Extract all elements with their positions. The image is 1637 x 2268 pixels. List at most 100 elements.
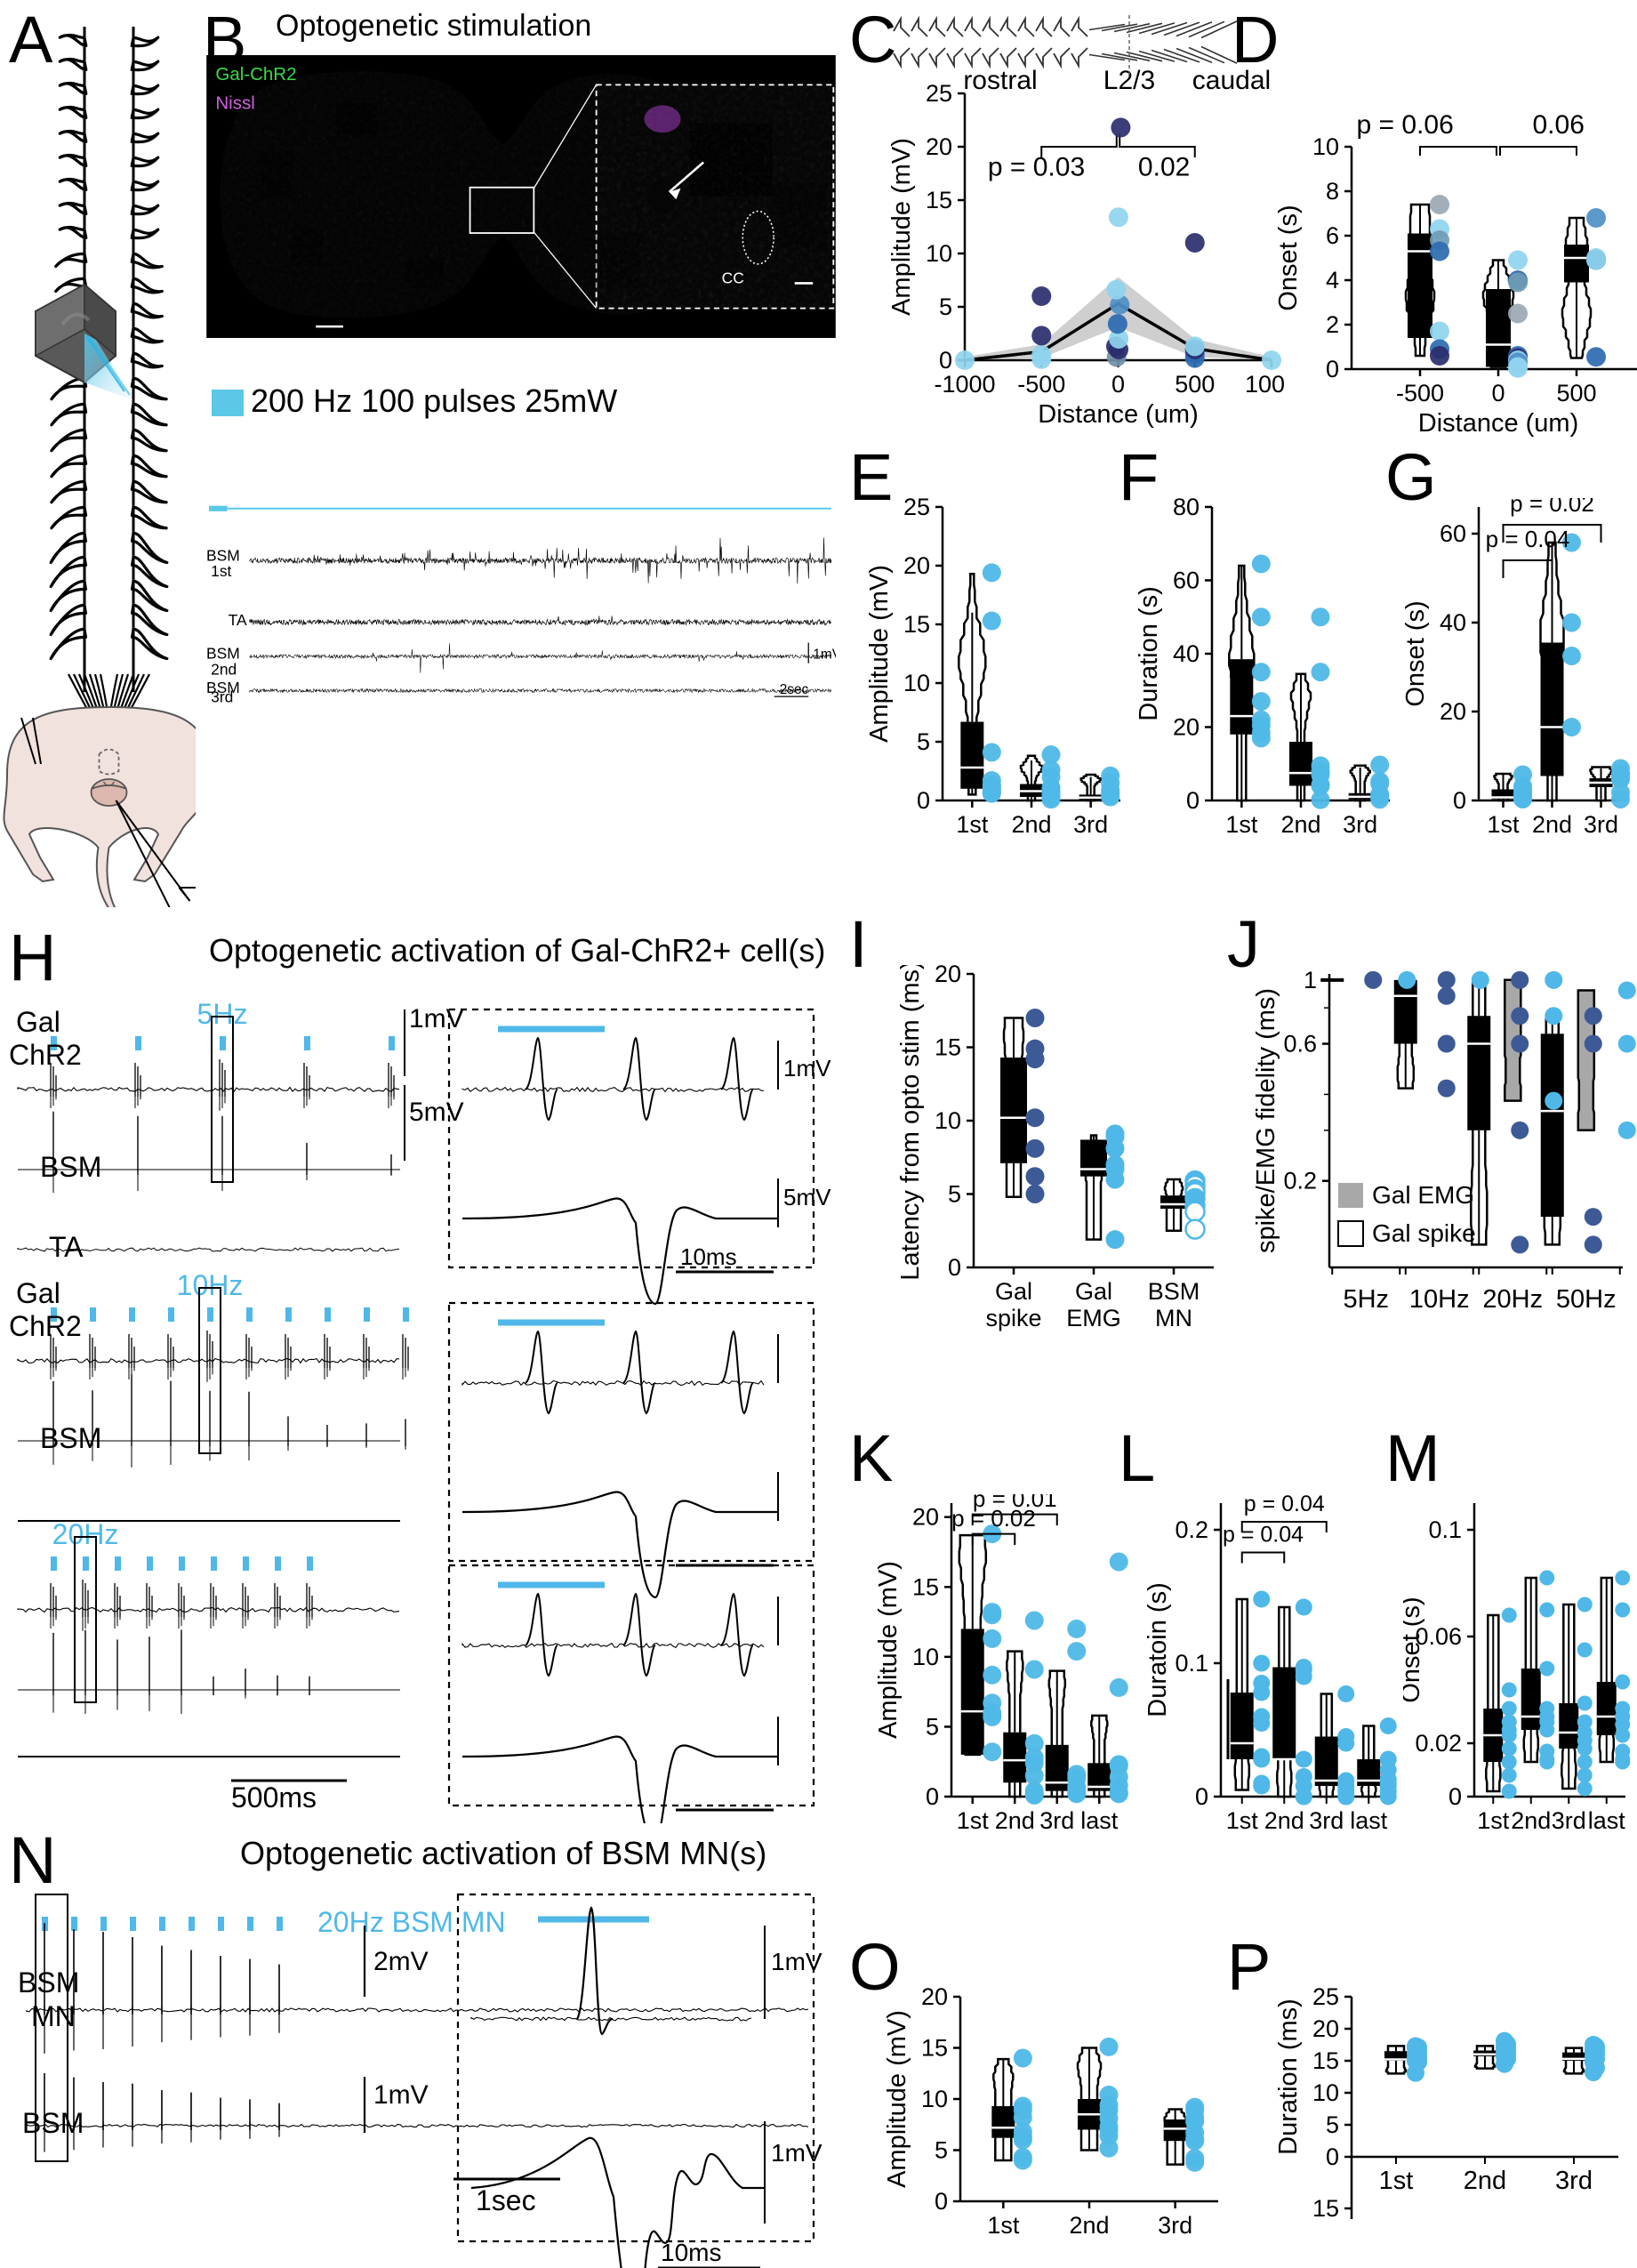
svg-text:15: 15 — [921, 2035, 948, 2062]
svg-text:Nissl: Nissl — [215, 93, 254, 114]
svg-text:-500: -500 — [1396, 380, 1444, 406]
svg-text:0.06: 0.06 — [1533, 110, 1585, 140]
svg-text:60: 60 — [1173, 567, 1200, 594]
svg-text:0: 0 — [1448, 1783, 1462, 1810]
svg-text:60: 60 — [1440, 520, 1466, 547]
svg-text:p = 0.04: p = 0.04 — [1223, 1523, 1304, 1548]
svg-text:0: 0 — [948, 1254, 961, 1281]
svg-text:10: 10 — [1312, 133, 1339, 160]
svg-text:last: last — [1350, 1807, 1388, 1834]
svg-text:MN: MN — [31, 2000, 76, 2032]
svg-text:5: 5 — [935, 2137, 948, 2164]
svg-text:p = 0.03: p = 0.03 — [988, 152, 1085, 181]
svg-text:2nd: 2nd — [1011, 811, 1051, 838]
svg-text:p = 0.02: p = 0.02 — [1510, 498, 1594, 517]
svg-text:Duratoin (s): Duratoin (s) — [1143, 1582, 1172, 1717]
svg-text:20: 20 — [912, 1504, 939, 1531]
svg-text:TA: TA — [229, 611, 247, 629]
svg-text:last: last — [1588, 1807, 1626, 1834]
svg-text:15: 15 — [903, 611, 930, 638]
svg-text:15: 15 — [1312, 2195, 1339, 2222]
svg-text:20: 20 — [926, 133, 952, 160]
svg-text:Gal: Gal — [995, 1278, 1032, 1305]
svg-text:Gal: Gal — [1075, 1278, 1112, 1305]
svg-text:10: 10 — [926, 240, 952, 267]
svg-text:2nd: 2nd — [1464, 2167, 1506, 2195]
svg-text:p = 0.04: p = 0.04 — [1244, 1494, 1325, 1516]
svg-text:1mV: 1mV — [783, 1055, 831, 1082]
svg-text:0.02: 0.02 — [1415, 1730, 1462, 1757]
svg-text:15: 15 — [926, 187, 952, 213]
svg-text:Amplitude (mV): Amplitude (mV) — [867, 565, 894, 743]
svg-text:20: 20 — [1312, 2015, 1339, 2042]
svg-text:20Hz: 20Hz — [1482, 1285, 1543, 1314]
svg-text:5mV: 5mV — [783, 1184, 831, 1210]
svg-text:10ms: 10ms — [680, 1243, 737, 1270]
svg-text:1st: 1st — [211, 562, 231, 580]
svg-text:15: 15 — [1312, 2047, 1339, 2074]
svg-text:last: last — [1080, 1807, 1119, 1834]
svg-text:25: 25 — [903, 498, 930, 520]
svg-text:Onset (s): Onset (s) — [1403, 1596, 1425, 1702]
svg-text:Onset (s): Onset (s) — [1274, 205, 1303, 310]
svg-text:20: 20 — [921, 1988, 948, 2010]
svg-text:10: 10 — [1312, 2079, 1339, 2106]
svg-text:0: 0 — [1453, 787, 1466, 814]
svg-text:1: 1 — [1304, 967, 1317, 993]
svg-text:15: 15 — [935, 1034, 961, 1061]
svg-text:1st: 1st — [1226, 1807, 1259, 1834]
svg-text:Gal EMG: Gal EMG — [1372, 1181, 1474, 1209]
svg-text:-1000: -1000 — [934, 371, 995, 398]
svg-text:10: 10 — [935, 1107, 961, 1134]
svg-text:1mV: 1mV — [373, 2080, 429, 2110]
svg-text:25: 25 — [926, 84, 952, 107]
svg-text:0: 0 — [1195, 1783, 1208, 1810]
svg-text:4: 4 — [1326, 267, 1339, 294]
svg-text:6: 6 — [1326, 222, 1339, 249]
svg-text:Duration (ms): Duration (ms) — [1274, 1999, 1303, 2155]
svg-text:3rd: 3rd — [1073, 811, 1108, 838]
svg-text:2nd: 2nd — [1264, 1807, 1304, 1834]
svg-text:10Hz: 10Hz — [1409, 1285, 1470, 1314]
svg-text:10: 10 — [903, 670, 930, 696]
svg-text:0: 0 — [917, 787, 930, 814]
svg-text:0: 0 — [1491, 380, 1505, 406]
svg-text:40: 40 — [1440, 609, 1466, 636]
svg-text:20Hz BSM MN: 20Hz BSM MN — [317, 1906, 506, 1938]
svg-text:0.6: 0.6 — [1283, 1031, 1317, 1058]
svg-text:CC: CC — [722, 269, 744, 286]
svg-text:500: 500 — [1175, 371, 1215, 398]
svg-text:5: 5 — [939, 294, 952, 320]
svg-text:3rd: 3rd — [1039, 1807, 1074, 1834]
svg-text:20: 20 — [1173, 714, 1200, 741]
svg-text:10: 10 — [912, 1644, 939, 1670]
svg-text:3rd: 3rd — [1309, 1807, 1344, 1834]
svg-text:Amplitude (mV): Amplitude (mV) — [887, 138, 916, 316]
svg-text:3rd: 3rd — [1555, 2167, 1593, 2195]
svg-text:-500: -500 — [1017, 371, 1065, 398]
svg-text:0: 0 — [935, 2188, 948, 2215]
svg-text:BSM: BSM — [206, 546, 240, 564]
svg-text:5: 5 — [948, 1181, 961, 1208]
svg-text:0: 0 — [1111, 371, 1125, 398]
svg-text:0: 0 — [939, 347, 952, 374]
svg-text:1mV: 1mV — [771, 2139, 823, 2167]
svg-text:2nd: 2nd — [1280, 811, 1320, 838]
svg-text:1sec: 1sec — [476, 2184, 536, 2216]
svg-text:1mV: 1mV — [813, 647, 836, 663]
svg-text:0.1: 0.1 — [1175, 1650, 1208, 1677]
svg-text:Duration (s): Duration (s) — [1136, 586, 1163, 721]
svg-text:EMG: EMG — [1066, 1305, 1121, 1331]
svg-text:15: 15 — [912, 1573, 939, 1600]
svg-text:3rd: 3rd — [1584, 811, 1618, 838]
svg-text:2mV: 2mV — [373, 1947, 429, 1976]
svg-text:spike: spike — [985, 1305, 1041, 1331]
svg-text:0: 0 — [1186, 787, 1200, 814]
svg-text:3rd: 3rd — [1552, 1807, 1586, 1834]
svg-text:Gal spike: Gal spike — [1372, 1219, 1476, 1247]
svg-text:1mV: 1mV — [771, 1948, 823, 1975]
svg-text:1st: 1st — [987, 2212, 1020, 2239]
svg-text:5: 5 — [917, 728, 930, 755]
svg-text:3rd: 3rd — [1343, 811, 1377, 838]
svg-text:3rd: 3rd — [211, 688, 233, 705]
